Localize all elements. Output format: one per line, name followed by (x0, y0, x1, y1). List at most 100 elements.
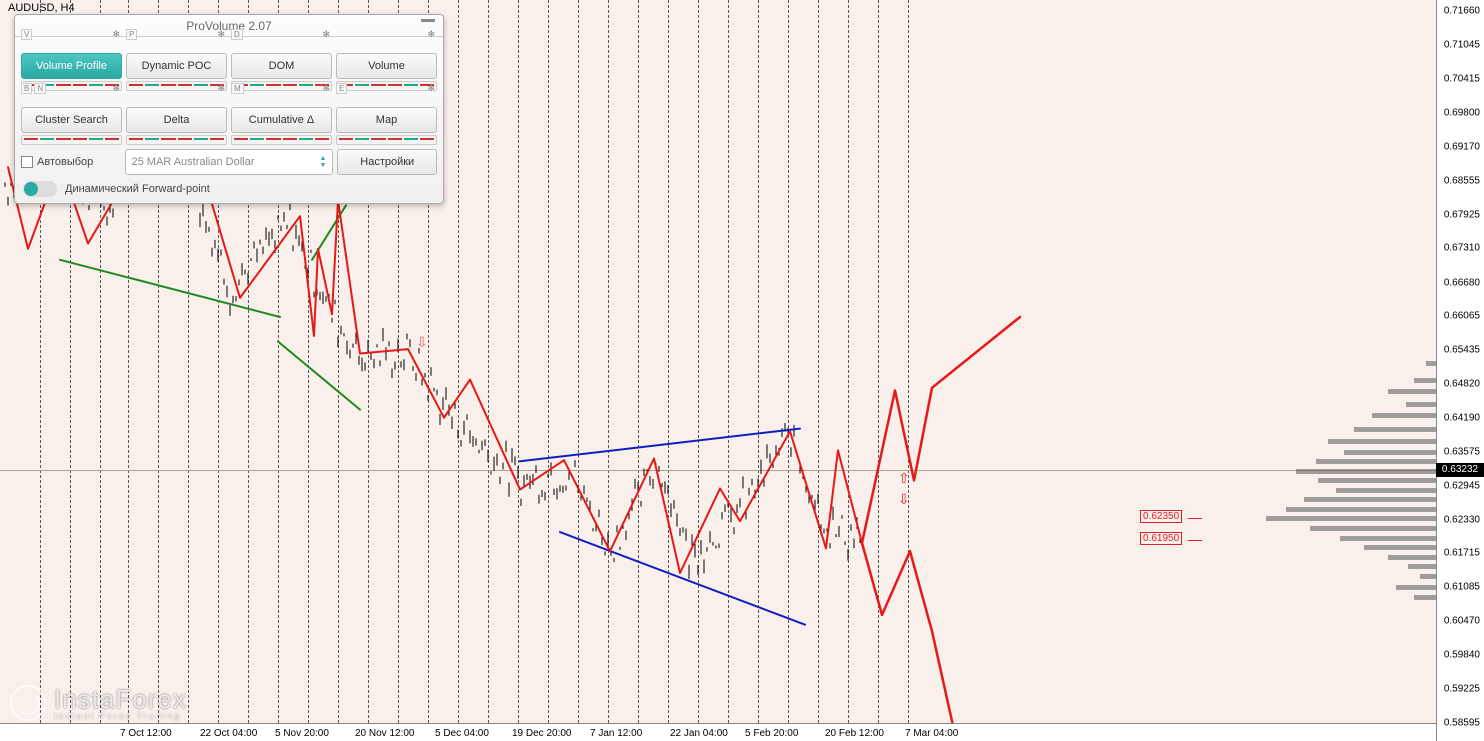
arrow-up-icon: ⇧ (898, 470, 910, 487)
time-tick: 7 Oct 12:00 (120, 728, 172, 739)
panel-row-2: BN✻Cluster Search✻DeltaM✻Cumulative ΔE✻M… (15, 91, 443, 145)
contract-select[interactable]: 25 MAR Australian Dollar ▲▼ (125, 149, 334, 175)
panel-titlebar[interactable]: ProVolume 2.07 (15, 15, 443, 37)
price-tick: 0.70415 (1444, 74, 1480, 85)
price-tick: 0.71660 (1444, 6, 1480, 17)
volume-profile-bin (1406, 402, 1436, 407)
panel-row-3: Автовыбор 25 MAR Australian Dollar ▲▼ На… (15, 145, 443, 175)
forward-point-switch[interactable] (23, 181, 57, 197)
watermark-brand: InstaForex (54, 684, 187, 714)
dom-button[interactable]: DOM (231, 53, 332, 79)
time-tick: 20 Feb 12:00 (825, 728, 884, 739)
time-tick: 22 Jan 04:00 (670, 728, 728, 739)
time-tick: 19 Dec 20:00 (512, 728, 572, 739)
auto-select-checkbox[interactable]: Автовыбор (21, 149, 121, 175)
volume-profile-bin (1396, 585, 1436, 590)
time-axis: 7 Oct 12:00 22 Oct 04:00 5 Nov 20:00 20 Nov… (0, 723, 1436, 741)
volume-profile-bin (1372, 413, 1436, 418)
price-tick: 0.67925 (1444, 209, 1480, 220)
price-tick: 0.67310 (1444, 243, 1480, 254)
volume-profile-bin (1414, 378, 1436, 383)
volume-profile-bin (1340, 536, 1436, 541)
watermark: InstaForex Instant Forex Trading (10, 684, 187, 721)
watermark-tagline: Instant Forex Trading (54, 711, 187, 721)
volume-profile-bin (1354, 427, 1436, 432)
price-tick: 0.60470 (1444, 615, 1480, 626)
map-button[interactable]: Map (336, 107, 437, 133)
gear-icon[interactable]: ✻ (217, 29, 225, 40)
spinner-icon[interactable]: ▲▼ (320, 155, 327, 169)
time-tick: 7 Jan 12:00 (590, 728, 642, 739)
cluster-search-button[interactable]: Cluster Search (21, 107, 122, 133)
time-tick: 5 Feb 20:00 (745, 728, 798, 739)
price-tick: 0.68555 (1444, 175, 1480, 186)
forward-point-row: Динамический Forward-point (15, 175, 443, 197)
mini-indicator (231, 81, 332, 91)
price-tick: 0.62945 (1444, 481, 1480, 492)
price-tick: 0.58595 (1444, 718, 1480, 729)
gear-icon[interactable]: ✻ (427, 83, 435, 94)
chart-root: AUDUSD, H4 0.623500.61950 ⇧⇩⇩ 0.716600.7… (0, 0, 1484, 741)
volume-profile-bin (1364, 545, 1436, 550)
volume-profile-bin (1310, 526, 1436, 531)
delta-button[interactable]: Delta (126, 107, 227, 133)
volume-profile-bin (1296, 469, 1436, 474)
price-tick: 0.69170 (1444, 142, 1480, 153)
arrow-down-icon: ⇩ (898, 491, 910, 508)
dynamic-poc-button[interactable]: Dynamic POC (126, 53, 227, 79)
price-tick: 0.71045 (1444, 39, 1480, 50)
volume-profile-bin (1408, 564, 1436, 569)
level-label: 0.62350 (1140, 510, 1182, 523)
volume-profile-bin (1388, 555, 1436, 560)
price-tick: 0.63575 (1444, 446, 1480, 457)
gear-icon[interactable]: ✻ (322, 29, 330, 40)
mini-indicator (126, 135, 227, 145)
gear-icon[interactable]: ✻ (112, 29, 120, 40)
price-axis: 0.71660 0.71045 0.70415 0.69800 0.69170 0.685… (1436, 0, 1484, 741)
panel-title: ProVolume 2.07 (186, 19, 271, 33)
volume-profile-bin (1316, 459, 1436, 464)
volume-profile-bin (1414, 595, 1436, 600)
price-tick: 0.64820 (1444, 378, 1480, 389)
price-tick: 0.59840 (1444, 650, 1480, 661)
checkbox-box[interactable] (21, 156, 33, 168)
level-tick (1188, 518, 1202, 519)
price-tick: 0.66065 (1444, 311, 1480, 322)
volume-profile-bin (1388, 389, 1436, 394)
volume-profile-bin (1318, 478, 1436, 483)
volume-profile-bin (1426, 361, 1436, 366)
time-tick: 7 Mar 04:00 (905, 728, 958, 739)
time-tick: 22 Oct 04:00 (200, 728, 257, 739)
select-value: 25 MAR Australian Dollar (132, 156, 255, 168)
volume-profile-bin (1266, 516, 1436, 521)
volume-profile-bin (1420, 574, 1436, 579)
arrow-down-icon: ⇩ (416, 334, 428, 351)
time-tick: 5 Dec 04:00 (435, 728, 489, 739)
time-tick: 5 Nov 20:00 (275, 728, 329, 739)
volume-profile-bin (1328, 439, 1436, 444)
settings-button[interactable]: Настройки (337, 149, 437, 175)
volume-profile-button[interactable]: Volume Profile (21, 53, 122, 79)
price-tick: 0.69800 (1444, 107, 1480, 118)
time-tick: 20 Nov 12:00 (355, 728, 415, 739)
volume-profile-bin (1344, 450, 1436, 455)
mini-indicator (336, 81, 437, 91)
gear-icon[interactable]: ✻ (427, 29, 435, 40)
gear-icon[interactable]: ✻ (322, 83, 330, 94)
cumulative--button[interactable]: Cumulative Δ (231, 107, 332, 133)
gear-icon[interactable]: ✻ (217, 83, 225, 94)
panel-row-1: V✻Volume ProfileP✻Dynamic POCD✻DOM✻Volum… (15, 37, 443, 91)
volume-profile-bin (1336, 488, 1436, 493)
mini-indicator (126, 81, 227, 91)
minimize-icon[interactable] (421, 19, 435, 22)
price-tick: 0.66680 (1444, 277, 1480, 288)
price-tick: 0.61085 (1444, 582, 1480, 593)
current-price-badge: 0.63232 (1436, 463, 1484, 477)
level-label: 0.61950 (1140, 532, 1182, 545)
gear-icon[interactable]: ✻ (112, 83, 120, 94)
provolume-panel[interactable]: ProVolume 2.07 V✻Volume ProfileP✻Dynamic… (14, 14, 444, 204)
price-tick: 0.59225 (1444, 683, 1480, 694)
watermark-logo-icon (10, 685, 46, 721)
volume-profile-bin (1286, 507, 1436, 512)
volume-button[interactable]: Volume (336, 53, 437, 79)
